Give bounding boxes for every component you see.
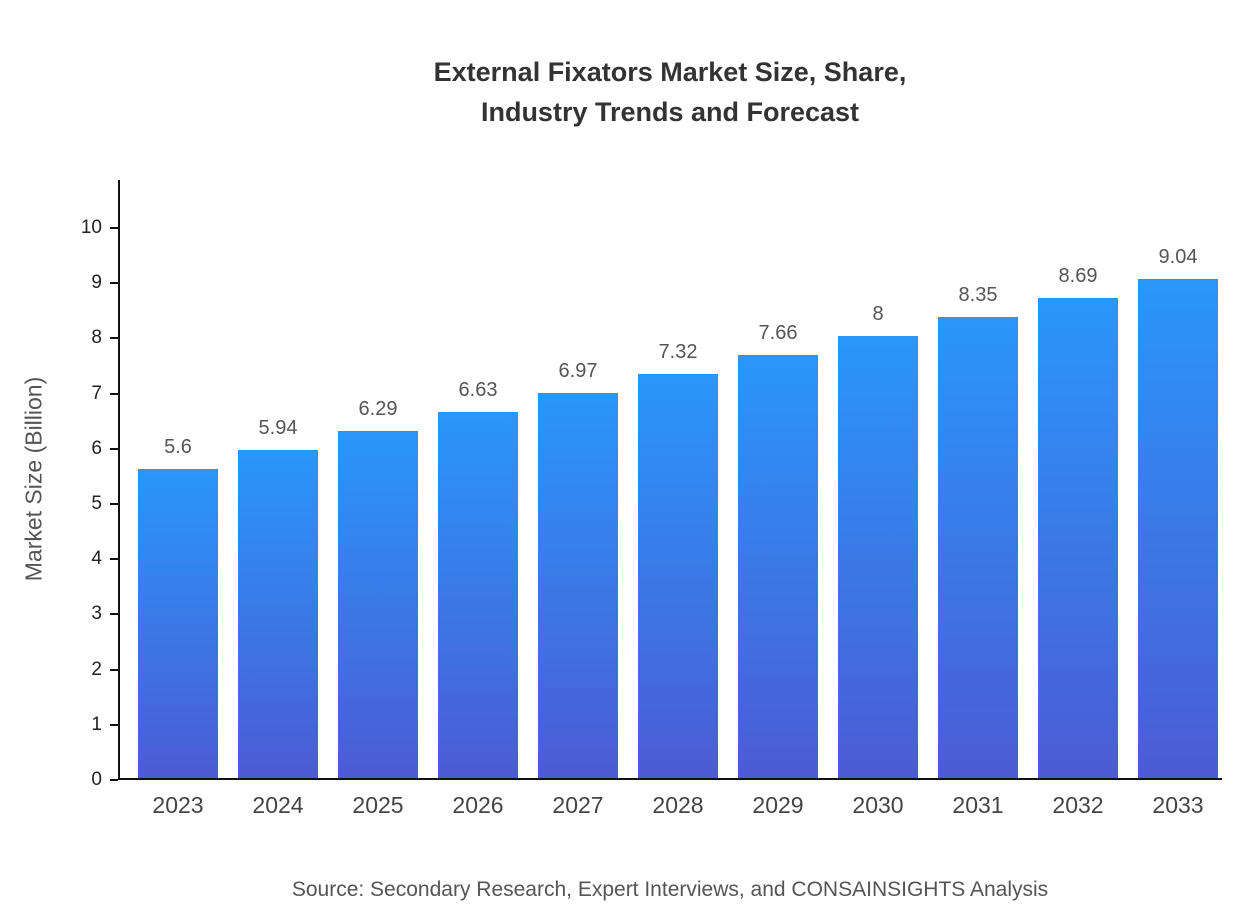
y-tick-mark — [110, 558, 118, 561]
x-tick-label: 2033 — [1152, 792, 1204, 818]
x-tick-label: 2024 — [252, 792, 304, 818]
bar-value-label: 7.66 — [758, 322, 798, 345]
x-tick-label: 2031 — [952, 792, 1004, 818]
bar-value-label: 9.04 — [1158, 246, 1198, 268]
bar-2023 — [138, 468, 218, 778]
bar-2030 — [838, 336, 918, 778]
x-tick-label: 2028 — [652, 792, 704, 818]
bar-2027 — [538, 393, 618, 778]
chart-title: External Fixators Market Size, Share, In… — [433, 57, 907, 127]
x-axis-line — [118, 778, 1222, 780]
x-tick-label: 2023 — [152, 792, 204, 818]
bar-2032 — [1038, 298, 1118, 778]
y-tick-mark — [110, 723, 118, 726]
bar-value-label: 8.69 — [1058, 265, 1098, 288]
x-tick-label: 2025 — [352, 792, 404, 818]
y-tick-label: 1 — [91, 713, 102, 735]
bar-2024 — [238, 450, 318, 778]
bar-value-label: 8 — [872, 303, 884, 326]
bar-2026 — [438, 412, 518, 778]
y-tick-label: 3 — [91, 603, 102, 625]
y-tick-label: 8 — [91, 327, 102, 349]
y-axis-title: Market Size (Billion) — [20, 376, 47, 582]
bar-value-label: 5.94 — [258, 417, 298, 440]
bar-2033 — [1138, 279, 1218, 778]
bar-value-label: 8.35 — [958, 284, 998, 307]
bar-value-label: 5.6 — [164, 435, 192, 458]
y-tick-label: 5 — [91, 493, 102, 514]
y-tick-label: 0 — [91, 769, 102, 790]
y-tick-mark — [110, 503, 118, 505]
y-tick-label: 4 — [91, 548, 102, 570]
x-tick-label: 2032 — [1052, 792, 1104, 818]
y-tick-label: 9 — [91, 272, 102, 294]
bar-2031 — [938, 317, 1018, 778]
y-tick-mark — [110, 779, 118, 781]
y-tick-mark — [110, 668, 118, 671]
bar-value-label: 6.97 — [558, 360, 598, 383]
y-tick-mark — [110, 227, 118, 229]
y-tick-mark — [110, 392, 118, 395]
bar-value-label: 6.29 — [358, 397, 398, 420]
bar-value-label: 7.32 — [658, 340, 698, 363]
bar-2029 — [738, 355, 818, 778]
y-tick-label: 10 — [80, 217, 102, 238]
x-tick-label: 2027 — [552, 792, 604, 818]
bar-2025 — [338, 430, 418, 778]
y-tick-mark — [110, 613, 118, 616]
y-axis-line — [118, 180, 120, 780]
y-tick-mark — [110, 337, 118, 340]
y-tick-mark — [110, 447, 118, 450]
y-tick-label: 2 — [91, 658, 102, 680]
plot-area: 0 1 2 3 4 5 6 7 8 9 10 5.6 2023 5.94 2024 6.29 2025 6.63 2… — [81, 180, 1222, 818]
source-note: Source: Secondary Research, Expert Inter… — [291, 878, 1049, 901]
y-tick-label: 6 — [91, 437, 102, 459]
bar-2028 — [638, 373, 718, 778]
x-tick-label: 2026 — [452, 792, 504, 818]
bar-value-label: 6.63 — [458, 379, 498, 402]
y-tick-mark — [110, 282, 118, 285]
x-tick-label: 2030 — [852, 792, 904, 818]
y-tick-label: 7 — [91, 382, 102, 404]
x-tick-label: 2029 — [752, 792, 804, 818]
